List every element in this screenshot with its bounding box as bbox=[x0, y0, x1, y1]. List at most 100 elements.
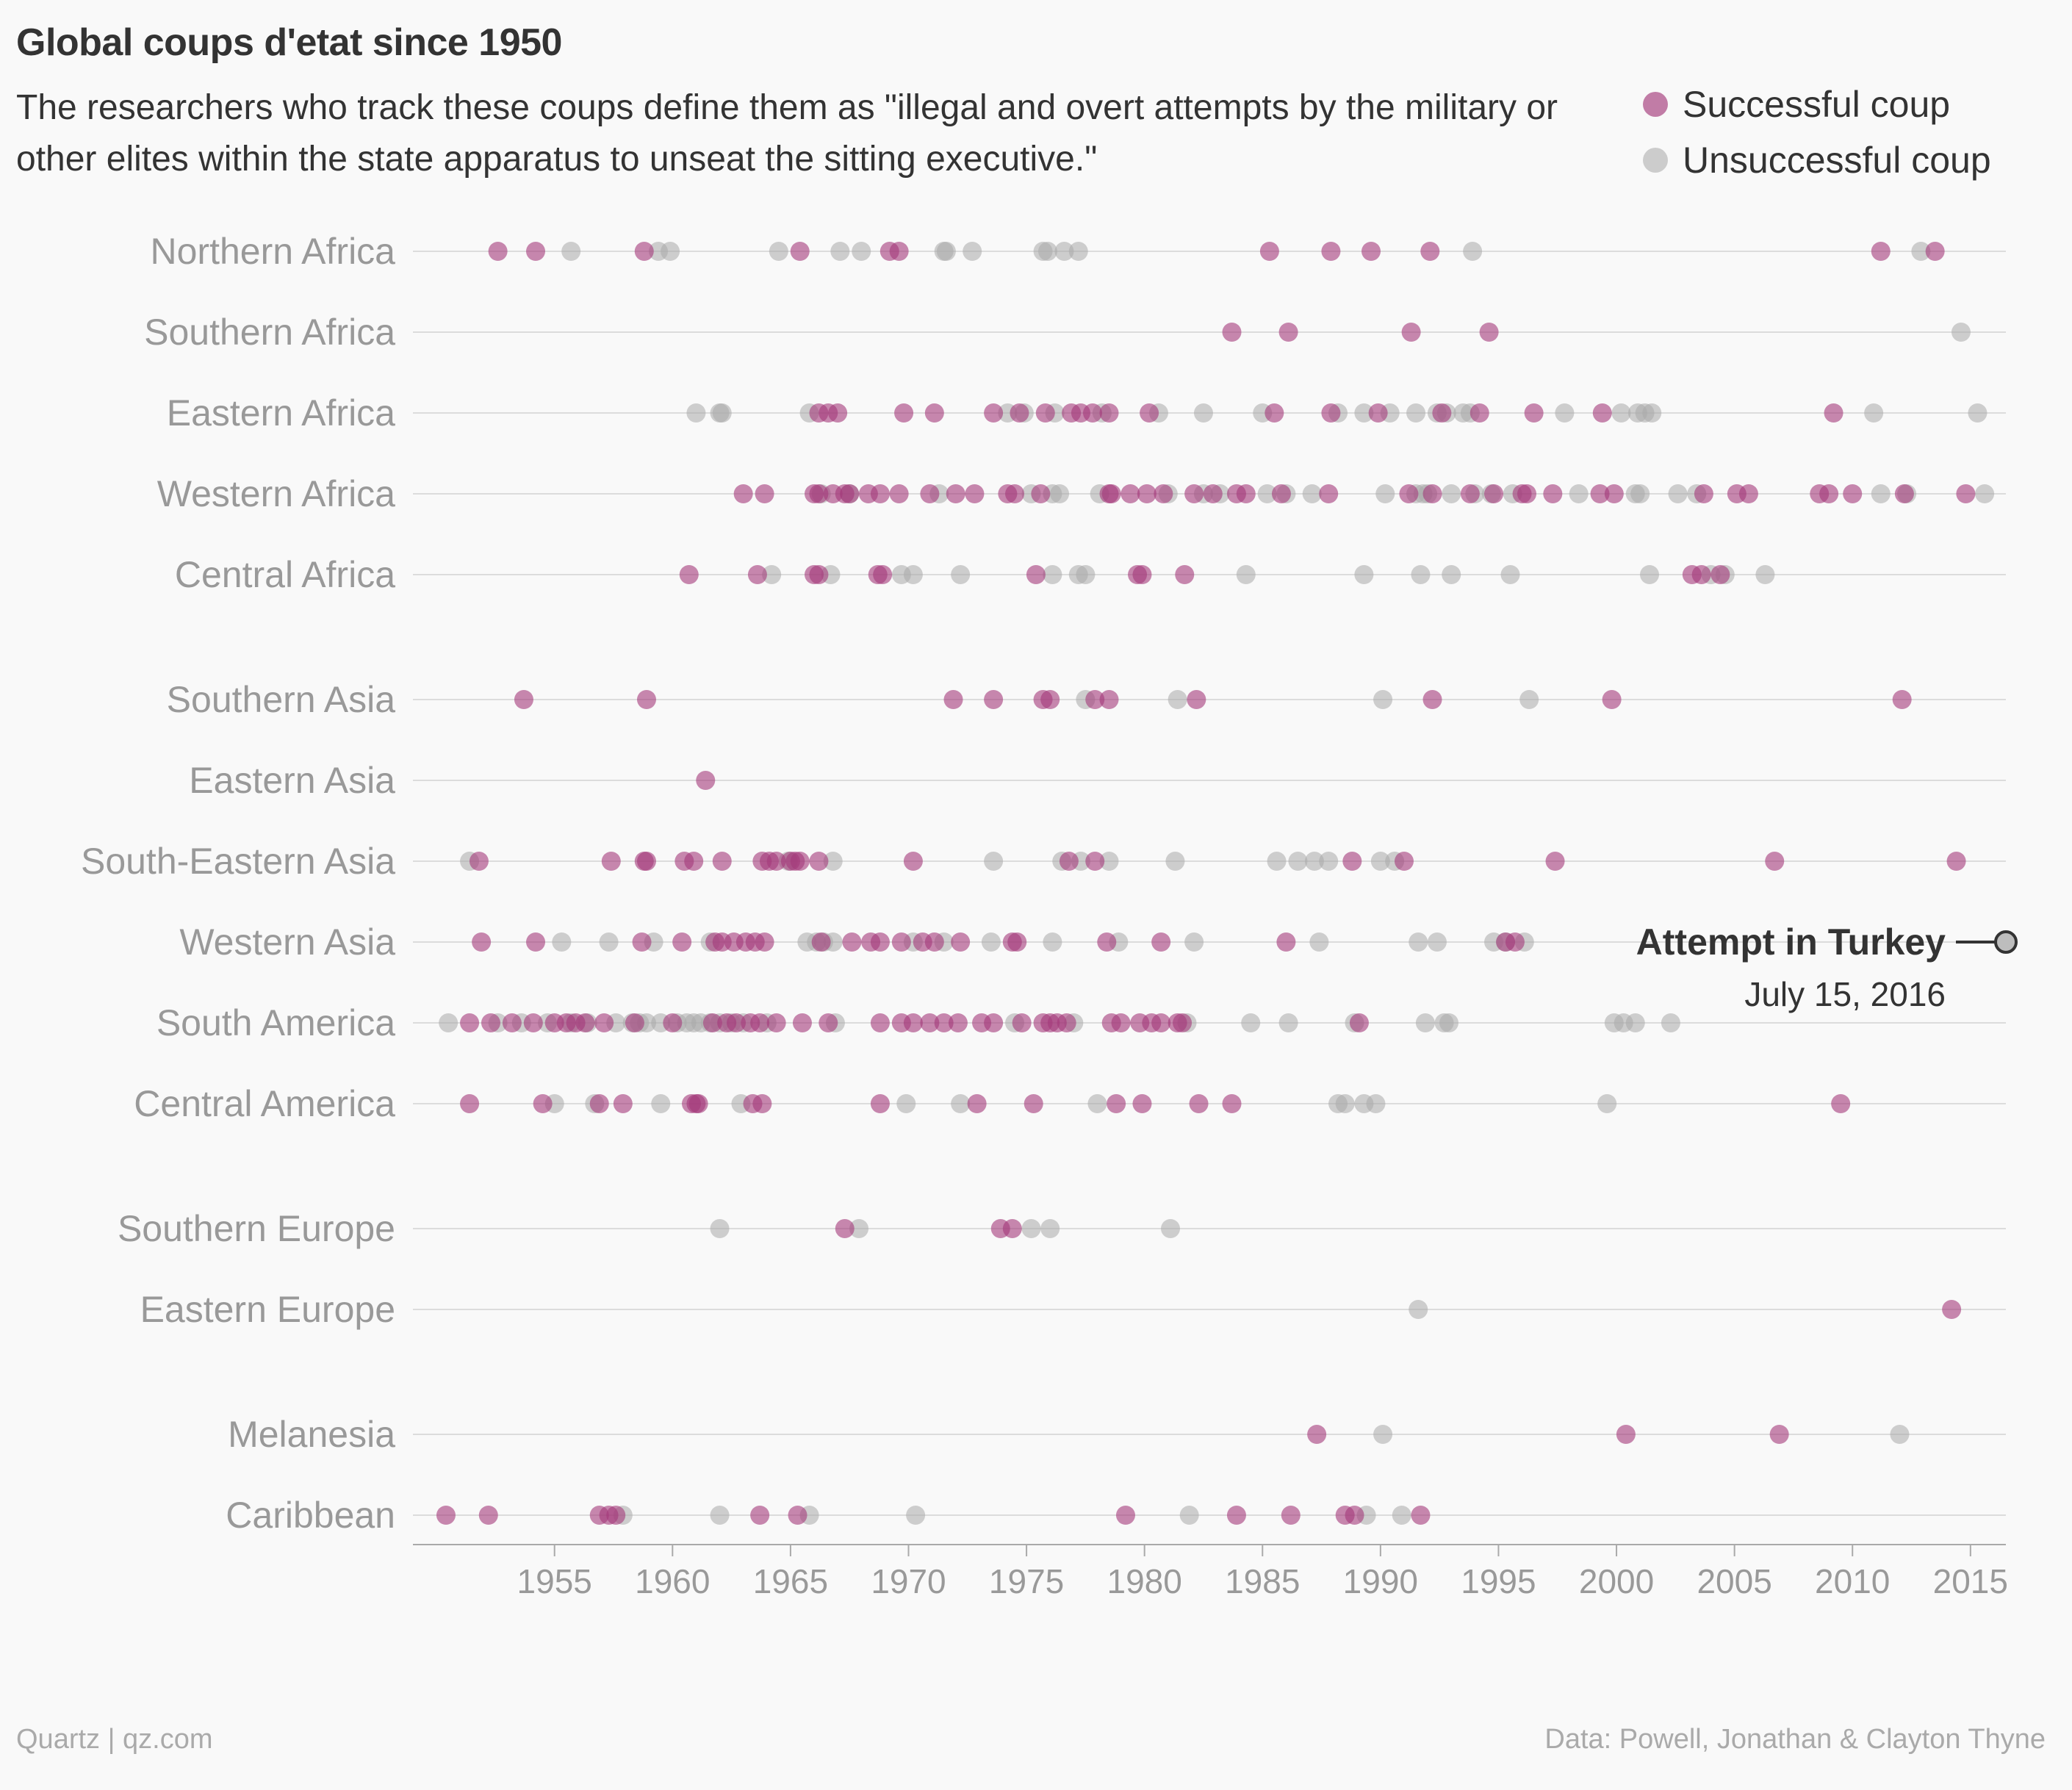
successful-coup-point bbox=[811, 932, 831, 952]
unsuccessful-coup-point bbox=[1640, 565, 1660, 584]
region-labels: Northern Africa Southern Africa Eastern Af… bbox=[81, 231, 395, 1536]
successful-coup-point bbox=[873, 565, 893, 584]
successful-coup-point bbox=[601, 852, 621, 871]
unsuccessful-coup-point bbox=[1165, 852, 1185, 871]
region-label-melanesia: Melanesia bbox=[228, 1414, 395, 1455]
successful-coup-point bbox=[460, 1013, 480, 1032]
unsuccessful-coup-point bbox=[951, 565, 971, 584]
unsuccessful-coup-point bbox=[599, 932, 619, 952]
unsuccessful-coup-point bbox=[1278, 1013, 1298, 1032]
successful-coup-point bbox=[903, 852, 923, 871]
footer-data-credit: Data: Powell, Jonathan & Clayton Thyne bbox=[1544, 1724, 2046, 1755]
coup-strip-chart: Northern Africa Southern Africa Eastern Af… bbox=[81, 231, 2018, 1600]
unsuccessful-coup-point bbox=[1241, 1013, 1261, 1032]
successful-coup-point bbox=[1276, 932, 1296, 952]
unsuccessful-coup-point bbox=[1427, 932, 1447, 952]
successful-coup-point bbox=[842, 932, 862, 952]
successful-coup-point bbox=[755, 484, 774, 503]
unsuccessful-coup-point bbox=[830, 242, 850, 261]
successful-coup-point bbox=[1871, 242, 1891, 261]
successful-coup-point bbox=[894, 403, 914, 423]
successful-coup-point bbox=[589, 1094, 609, 1113]
unsuccessful-coup-point bbox=[1373, 1425, 1393, 1444]
successful-coup-point bbox=[679, 565, 699, 584]
unsuccessful-coup-point bbox=[1661, 1013, 1680, 1032]
successful-coup-point bbox=[526, 242, 546, 261]
unsuccessful-coup-point bbox=[1864, 403, 1884, 423]
successful-coup-point bbox=[1226, 1506, 1246, 1525]
successful-coup-point bbox=[594, 1013, 614, 1032]
successful-coup-point bbox=[1946, 852, 1966, 871]
unsuccessful-coup-point bbox=[561, 242, 581, 261]
unsuccessful-coup-point bbox=[1951, 323, 1971, 342]
successful-coup-point bbox=[523, 1013, 543, 1032]
unsuccessful-coup-point bbox=[1370, 852, 1390, 871]
successful-coup-point bbox=[1085, 690, 1105, 709]
unsuccessful-coup-point bbox=[661, 242, 680, 261]
unsuccessful-coup-point bbox=[1354, 565, 1374, 584]
successful-coup-point bbox=[1271, 484, 1291, 503]
successful-coup-point bbox=[1099, 403, 1119, 423]
successful-coup-point bbox=[478, 1506, 498, 1525]
legend-item-unsuccessful: Unsuccessful coup bbox=[1643, 132, 1991, 188]
unsuccessful-coup-point bbox=[1442, 565, 1461, 584]
annotation-date: July 15, 2016 bbox=[1744, 975, 1946, 1013]
successful-coup-point bbox=[514, 690, 533, 709]
unsuccessful-coup-point bbox=[896, 1094, 916, 1113]
annotation-marker bbox=[1994, 930, 2018, 954]
successful-coup-point bbox=[1002, 1219, 1022, 1238]
x-tick-label: 1975 bbox=[989, 1562, 1064, 1600]
successful-coup-point bbox=[1892, 690, 1912, 709]
gridlines bbox=[413, 251, 2006, 1516]
successful-coup-point bbox=[870, 1094, 890, 1113]
successful-coup-point bbox=[924, 403, 944, 423]
successful-coup-point bbox=[1010, 403, 1029, 423]
successful-coup-point bbox=[1321, 242, 1341, 261]
successful-coup-point bbox=[575, 1013, 595, 1032]
unsuccessful-coup-point bbox=[981, 932, 1001, 952]
chart-subtitle: The researchers who track these coups de… bbox=[16, 88, 1558, 179]
unsuccessful-coup-point bbox=[1366, 1094, 1386, 1113]
successful-coup-point bbox=[1024, 1094, 1043, 1113]
successful-coup-point bbox=[636, 690, 656, 709]
successful-coup-point bbox=[924, 932, 944, 952]
unsuccessful-coup-point bbox=[1302, 484, 1322, 503]
unsuccessful-coup-point bbox=[552, 932, 572, 952]
unsuccessful-coup-point bbox=[712, 403, 732, 423]
unsuccessful-coup-point bbox=[762, 565, 782, 584]
successful-coup-point bbox=[1831, 1094, 1851, 1113]
successful-coup-point bbox=[1545, 852, 1565, 871]
successful-coup-point bbox=[967, 1094, 987, 1113]
unsuccessful-coup-point bbox=[1179, 1506, 1199, 1525]
successful-coup-point bbox=[1101, 484, 1121, 503]
region-label-south-eastern-asia: South-Eastern Asia bbox=[81, 841, 395, 882]
footer-source-credit: Quartz | qz.com bbox=[16, 1724, 213, 1755]
successful-coup-point bbox=[792, 1013, 812, 1032]
successful-coup-point bbox=[1843, 484, 1863, 503]
region-label-eastern-europe: Eastern Europe bbox=[140, 1289, 395, 1330]
successful-coup-point bbox=[755, 932, 774, 952]
successful-coup-point bbox=[1154, 484, 1173, 503]
unsuccessful-coup-point bbox=[1668, 484, 1688, 503]
successful-coup-point bbox=[1604, 484, 1624, 503]
unsuccessful-coup-point bbox=[1068, 242, 1088, 261]
successful-coup-point bbox=[946, 484, 965, 503]
successful-coup-point bbox=[733, 484, 753, 503]
successful-coup-point bbox=[672, 932, 692, 952]
successful-coup-point bbox=[1031, 484, 1051, 503]
successful-coup-point bbox=[965, 484, 985, 503]
successful-coup-point bbox=[1765, 852, 1785, 871]
unsuccessful-coup-point bbox=[1411, 565, 1431, 584]
successful-coup-point bbox=[1137, 484, 1156, 503]
unsuccessful-coup-point bbox=[1755, 565, 1775, 584]
successful-coup-point bbox=[1399, 484, 1419, 503]
successful-coup-point bbox=[1738, 484, 1758, 503]
successful-coup-point bbox=[1321, 403, 1341, 423]
successful-coup-point bbox=[696, 771, 716, 790]
unsuccessful-coup-point bbox=[984, 852, 1004, 871]
successful-coup-point bbox=[1942, 1300, 1962, 1319]
successful-coup-point bbox=[835, 1219, 855, 1238]
successful-coup-point bbox=[436, 1506, 456, 1525]
unsuccessful-coup-point bbox=[769, 242, 788, 261]
successful-coup-point bbox=[984, 690, 1004, 709]
